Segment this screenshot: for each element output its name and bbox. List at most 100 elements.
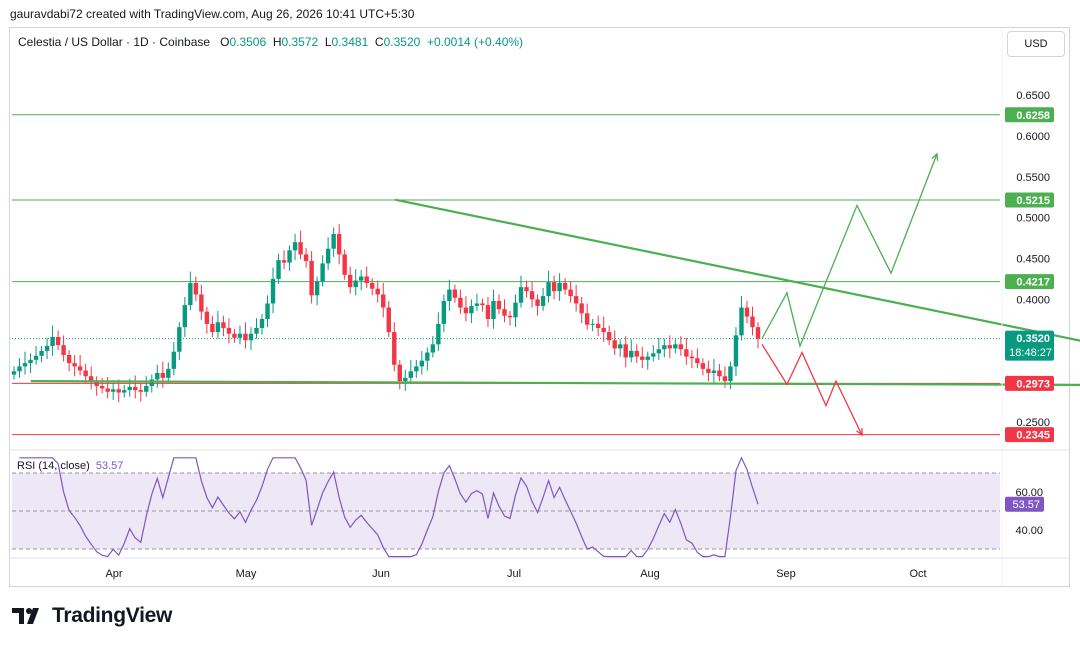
candle-body [83, 370, 88, 377]
candle-body [529, 291, 535, 300]
high-label: H [272, 35, 282, 49]
candle-body [496, 301, 502, 310]
candle-body [755, 327, 761, 339]
candle-body [579, 303, 584, 314]
resistance-price-badge [1005, 192, 1054, 208]
candle-body [546, 282, 551, 297]
countdown-text: 18:48:27 [1009, 347, 1052, 359]
candle-body [303, 254, 309, 261]
time-tick-label: Aug [640, 568, 660, 580]
high-value: 0.3572 [281, 35, 319, 49]
resistance-price-badge [1005, 274, 1054, 290]
candle-body [695, 358, 700, 364]
candle-body [480, 303, 485, 306]
change-value: +0.0014 (+0.40%) [426, 35, 524, 49]
candle-body [28, 359, 33, 364]
candle-body [706, 368, 711, 373]
candle-body [524, 287, 529, 292]
candle-body [281, 260, 287, 263]
candle-body [447, 289, 452, 302]
candle-body [397, 364, 402, 382]
tradingview-logo[interactable]: TradingView [12, 604, 172, 628]
candle-body [138, 390, 143, 392]
candle-body [430, 344, 436, 353]
candle-body [419, 360, 425, 367]
candle-body [551, 282, 557, 292]
candle-body [105, 388, 110, 392]
candle-body [122, 390, 127, 393]
candle-body [656, 349, 661, 354]
projections [761, 152, 939, 437]
currency-button[interactable]: USD [1007, 31, 1065, 57]
candle-body [33, 355, 39, 360]
candle-body [265, 303, 270, 319]
candle-body [518, 287, 524, 303]
support-price-badge-text: 0.2345 [1016, 430, 1050, 442]
candle-body [425, 352, 430, 361]
candle-body [237, 333, 243, 338]
price-tick-label: 0.5000 [1016, 213, 1050, 225]
candle-body [612, 340, 617, 349]
rsi-line [19, 456, 759, 558]
candle-body [645, 356, 650, 360]
time-tick-label: Jun [372, 568, 390, 580]
low-label: L [324, 35, 332, 49]
candle-body [485, 305, 491, 319]
candle-body [728, 366, 733, 382]
time-tick-label: Sep [776, 568, 796, 580]
candle-body [204, 311, 210, 324]
symbol-legend: Celestia / US Dollar · 1D · Coinbase O0.… [18, 35, 523, 49]
rsi-legend: RSI (14, close) 53.57 [17, 460, 123, 472]
bullish-arrowhead [931, 152, 939, 161]
candle-body [568, 289, 573, 297]
candle-body [320, 263, 325, 282]
candle-body [750, 316, 755, 328]
candle-body [474, 303, 480, 306]
price-tick-label: 0.5500 [1016, 172, 1050, 184]
candle-body [469, 305, 474, 314]
open-value: 0.3506 [229, 35, 267, 49]
candle-body [629, 350, 634, 358]
candle-body [259, 318, 265, 328]
candle-body [232, 333, 237, 338]
candle-body [717, 370, 722, 377]
candle-body [403, 377, 408, 382]
candle-body [177, 327, 182, 352]
candle-body [11, 371, 17, 375]
price-tick-label: 0.4500 [1016, 254, 1050, 266]
candle-body [155, 372, 160, 380]
candle-body [182, 305, 188, 328]
candle-body [342, 254, 347, 275]
candle-body [573, 296, 579, 304]
candle-body [111, 389, 116, 392]
candle-body [408, 371, 413, 378]
candle-body [684, 349, 689, 357]
candle-body [662, 345, 667, 350]
candle-body [595, 323, 601, 328]
candle-body [452, 289, 458, 298]
candle-body [226, 327, 232, 334]
symbol-name: Celestia / US Dollar · 1D · Coinbase [18, 35, 211, 49]
candle-body [55, 336, 61, 346]
candle-body [248, 333, 254, 341]
time-tick-label: Oct [909, 568, 926, 580]
candle-body [193, 283, 199, 295]
candle-body [562, 283, 568, 290]
price-axis: 0.6500 0.6000 0.5500 0.5000 0.4500 0.4000 0.25… [1016, 90, 1050, 429]
candle-body [270, 278, 276, 304]
bullish-projection-path [761, 153, 938, 349]
candle-body [540, 296, 546, 306]
candle-body [166, 368, 171, 378]
resistance-price-badge-text: 0.5215 [1016, 195, 1050, 207]
candle-body [673, 344, 678, 349]
candle-body [331, 233, 336, 249]
candle-body [210, 323, 215, 333]
candle-body [689, 356, 695, 359]
candle-body [116, 389, 121, 393]
support-price-badge [1005, 375, 1054, 391]
candle-body [502, 309, 507, 316]
attribution-text: gauravdabi72 created with TradingView.co… [10, 7, 415, 21]
candles [11, 224, 761, 403]
candle-body [88, 376, 94, 382]
